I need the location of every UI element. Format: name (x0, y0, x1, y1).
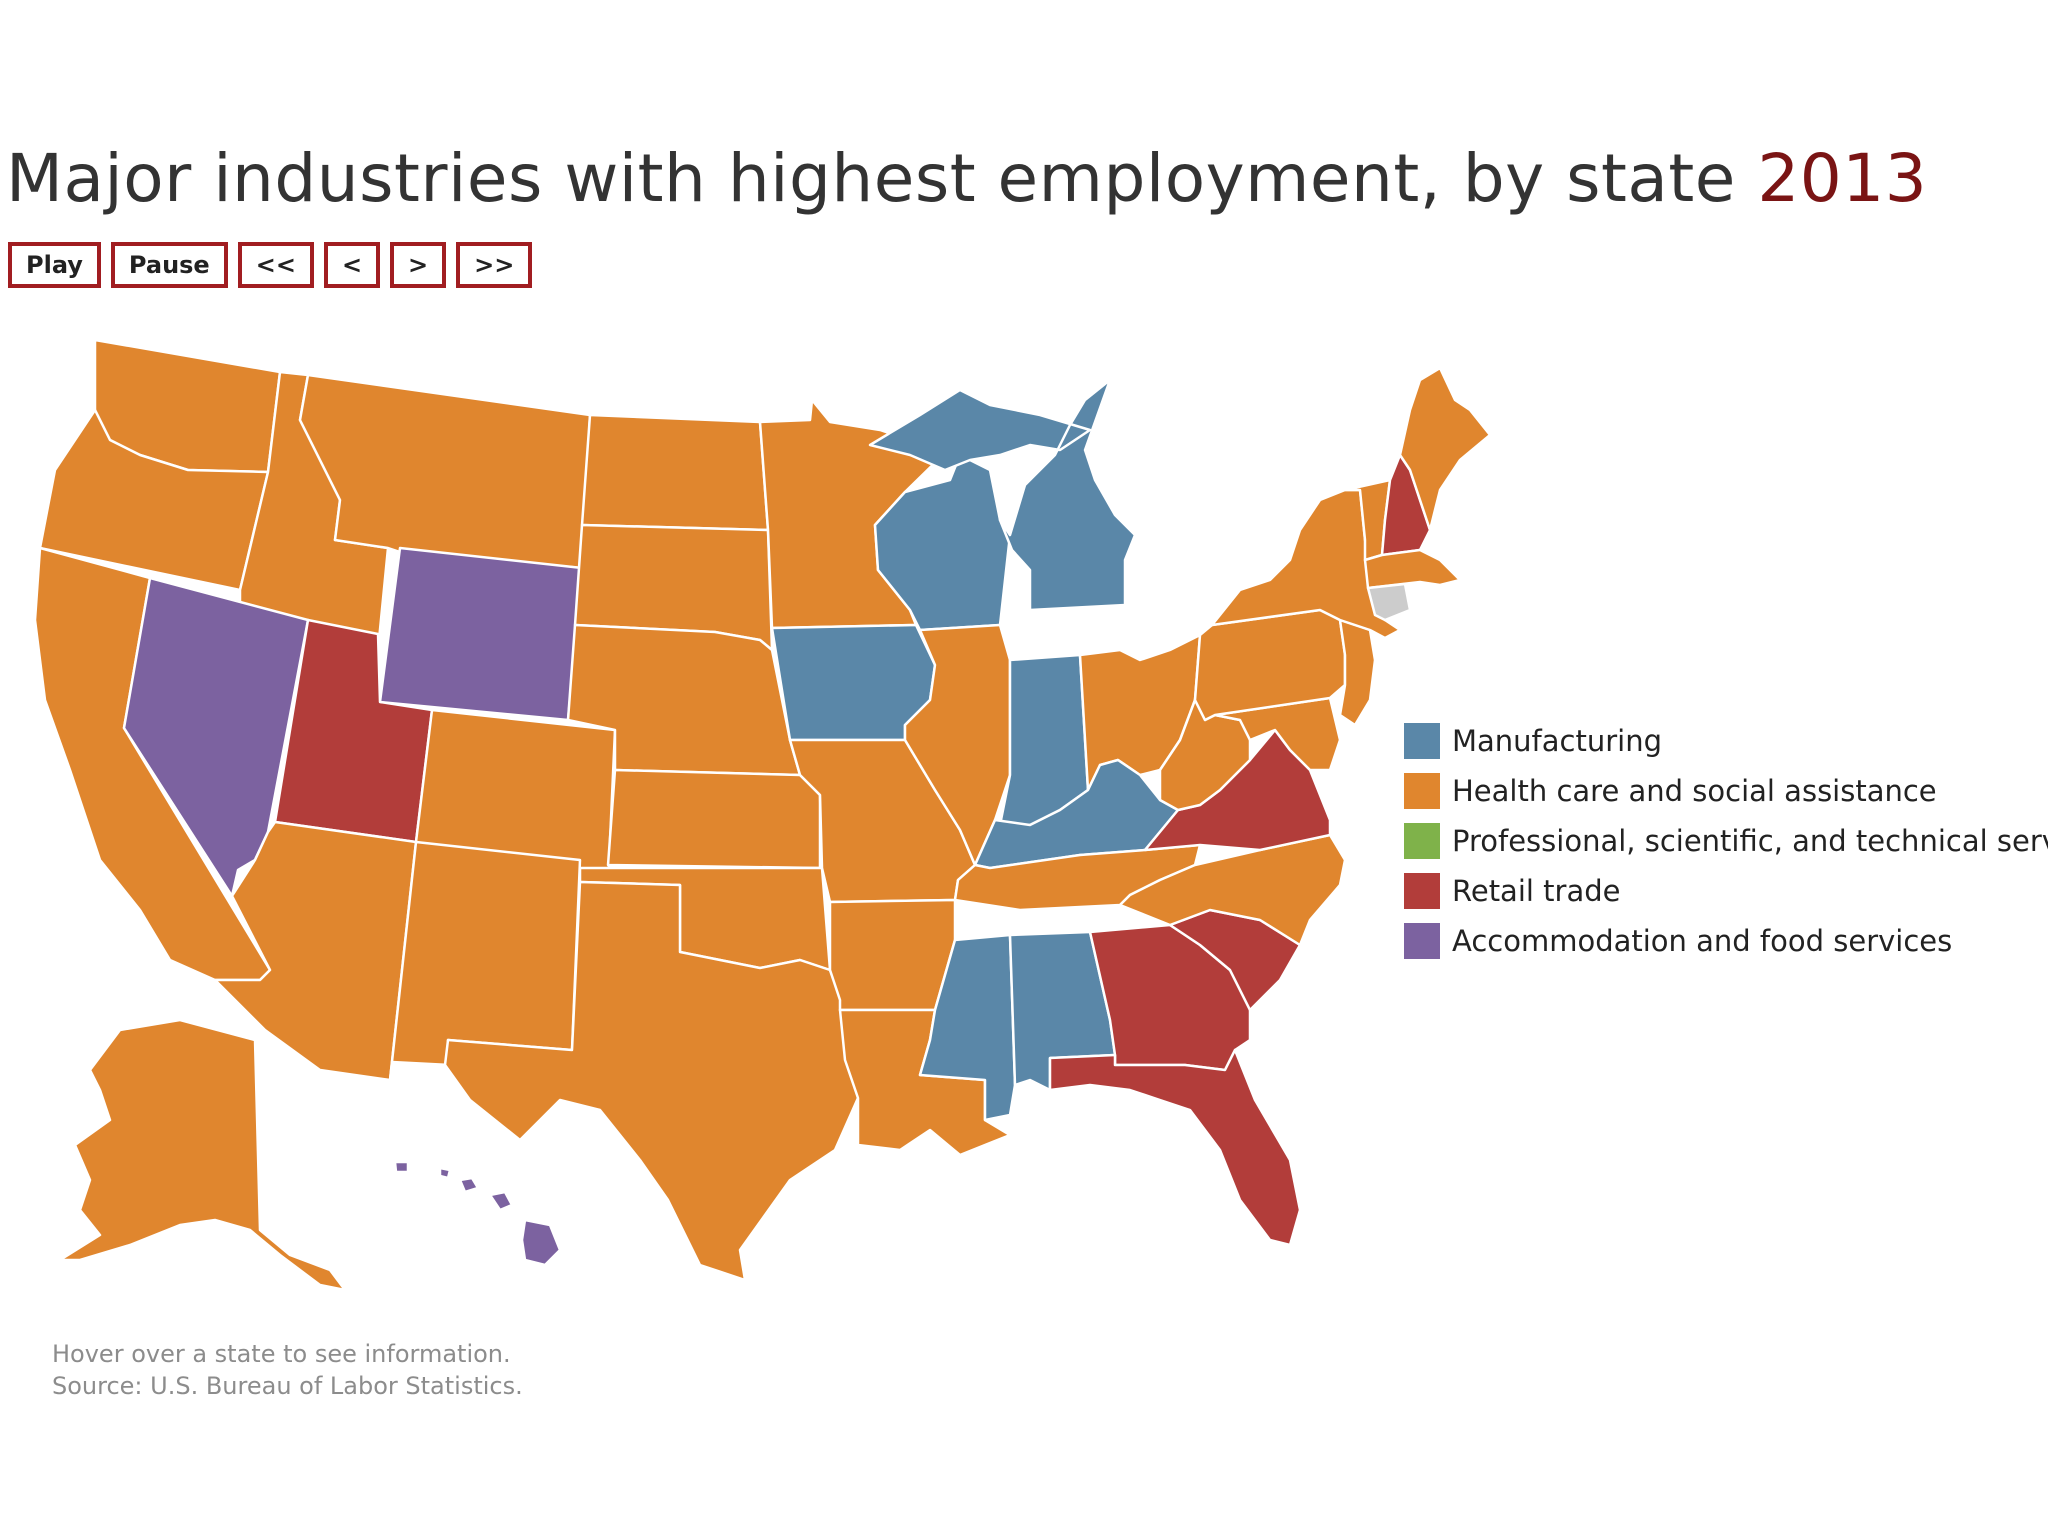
state-fl[interactable] (1048, 1048, 1302, 1247)
legend-item-manufacturing: Manufacturing (1404, 716, 2048, 766)
legend-item-health-care: Health care and social assistance (1404, 766, 2048, 816)
title-text: Major industries with highest employment… (6, 140, 1736, 217)
legend-swatch (1404, 873, 1440, 909)
state-md[interactable] (1213, 696, 1342, 772)
state-nj[interactable] (1338, 618, 1377, 727)
legend-item-professional: Professional, scientific, and technical … (1404, 816, 2048, 866)
title-year: 2013 (1757, 140, 1928, 217)
previous-year-button[interactable]: < (323, 242, 381, 288)
legend-label: Professional, scientific, and technical … (1452, 824, 2048, 858)
hover-hint: Hover over a state to see information. (52, 1340, 511, 1368)
state-mt[interactable] (298, 373, 592, 570)
state-ks[interactable] (606, 768, 822, 870)
legend-label: Manufacturing (1452, 724, 1662, 758)
state-me[interactable] (1398, 366, 1492, 532)
map-notes: Hover over a state to see information. S… (52, 1338, 523, 1402)
legend-label: Health care and social assistance (1452, 774, 1937, 808)
legend-swatch (1404, 923, 1440, 959)
legend-label: Accommodation and food services (1452, 924, 1953, 958)
legend-swatch (1404, 773, 1440, 809)
playback-controls: Play Pause << < > >> (8, 242, 533, 288)
state-hi[interactable] (393, 1160, 562, 1267)
state-mi[interactable] (868, 378, 1137, 612)
first-year-button[interactable]: << (237, 242, 314, 288)
next-year-button[interactable]: > (390, 242, 447, 288)
state-ma[interactable] (1363, 548, 1462, 590)
state-nd[interactable] (580, 413, 770, 532)
state-wy[interactable] (378, 546, 584, 722)
legend-item-accommodation: Accommodation and food services (1404, 916, 2048, 966)
play-button[interactable]: Play (8, 242, 101, 288)
legend-swatch (1404, 723, 1440, 759)
last-year-button[interactable]: >> (456, 242, 533, 288)
state-ak[interactable] (58, 1018, 347, 1292)
legend-swatch (1404, 823, 1440, 859)
state-nc[interactable] (1118, 833, 1347, 947)
pause-button[interactable]: Pause (110, 242, 228, 288)
map-legend: Manufacturing Health care and social ass… (1404, 716, 2048, 966)
state-tx[interactable] (443, 880, 860, 1282)
legend-label: Retail trade (1452, 874, 1621, 908)
page-title: Major industries with highest employment… (6, 140, 1927, 217)
legend-item-retail: Retail trade (1404, 866, 2048, 916)
state-ct[interactable] (1366, 582, 1412, 622)
us-map (33, 338, 1492, 1292)
source-note: Source: U.S. Bureau of Labor Statistics. (52, 1372, 523, 1400)
state-ar[interactable] (828, 898, 957, 1012)
